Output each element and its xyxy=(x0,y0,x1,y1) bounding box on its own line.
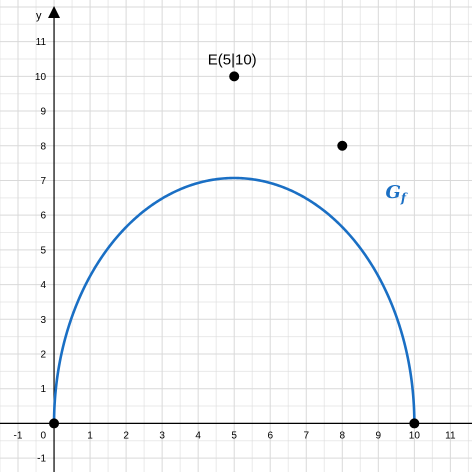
origin-label: 0 xyxy=(40,430,46,441)
x-tick-label: 2 xyxy=(123,430,129,441)
y-axis-arrow xyxy=(48,6,61,18)
curve-label-base: G xyxy=(386,182,401,203)
marked-points xyxy=(49,71,420,429)
x-tick-label: 8 xyxy=(340,430,346,441)
x-tick-label: 1 xyxy=(87,430,93,441)
x-tick-label: 4 xyxy=(195,430,201,441)
tick-labels: -1 1 2 3 4 5 6 7 8 9 10 11 -1 1 2 3 4 5 6 7 8 9 10 11 0 xyxy=(14,37,456,464)
y-tick-label: 4 xyxy=(40,280,46,291)
curve-label-sub: f xyxy=(400,191,408,205)
x-tick-label: 3 xyxy=(159,430,165,441)
x-tick-label: 7 xyxy=(303,430,309,441)
y-tick-label: 11 xyxy=(36,37,47,48)
vertex-label: E(5|10) xyxy=(208,51,257,68)
x-tick-label: 9 xyxy=(376,430,382,441)
y-tick-label: 7 xyxy=(40,176,46,187)
y-tick-label: 1 xyxy=(40,384,46,395)
y-tick-label: 2 xyxy=(40,350,46,361)
graph-point xyxy=(409,418,420,429)
y-axis-label: y xyxy=(36,10,42,22)
x-tick-label: 10 xyxy=(409,430,421,441)
graph-curve xyxy=(52,176,416,424)
y-tick-label: 5 xyxy=(40,245,46,256)
graph-point xyxy=(337,140,348,151)
y-tick-label: -1 xyxy=(37,454,46,465)
graph-point xyxy=(49,418,60,429)
x-tick-label: 6 xyxy=(267,430,273,441)
y-tick-label: 9 xyxy=(40,107,46,118)
y-tick-label: 10 xyxy=(35,72,47,83)
x-tick-label: 11 xyxy=(445,430,456,441)
x-tick-label: 5 xyxy=(231,430,237,441)
y-tick-label: 6 xyxy=(40,211,46,222)
graph-point xyxy=(229,71,240,82)
y-tick-label: 3 xyxy=(40,315,46,326)
y-tick-label: 8 xyxy=(40,141,46,152)
x-tick-label: -1 xyxy=(14,430,23,441)
curve-label: Gf xyxy=(386,182,408,205)
